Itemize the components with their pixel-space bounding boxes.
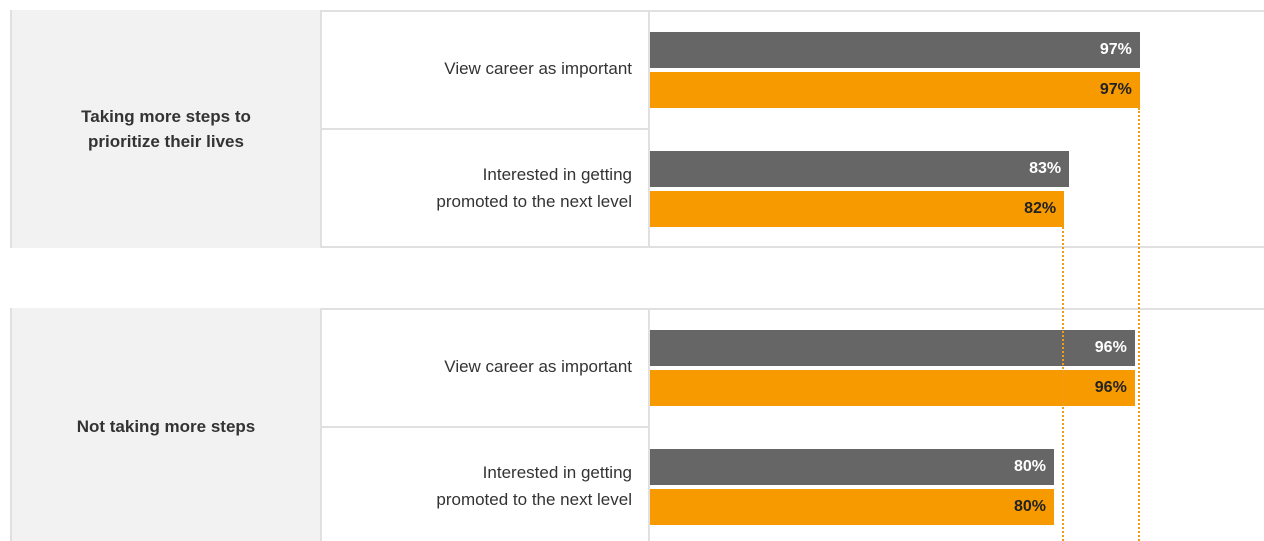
bar: 96% — [650, 370, 1135, 406]
value-label: 80% — [1013, 458, 1046, 475]
row-divider — [322, 128, 650, 130]
bar-area — [648, 308, 650, 541]
reference-line — [1137, 108, 1140, 541]
reference-line — [1062, 227, 1065, 541]
panel — [10, 308, 1264, 541]
panel — [10, 10, 1264, 248]
category-label: Interested in getting promoted to the ne… — [436, 165, 632, 211]
row-divider — [322, 426, 650, 428]
category-label: Interested in getting promoted to the ne… — [436, 463, 632, 509]
value-label: 96% — [1094, 339, 1127, 356]
value-label: 82% — [1024, 200, 1057, 217]
bar: 97% — [650, 72, 1140, 108]
value-label: 96% — [1094, 379, 1127, 396]
value-label: 97% — [1099, 41, 1132, 58]
value-label: 80% — [1013, 498, 1046, 515]
bar: 96% — [650, 330, 1135, 366]
bar: 97% — [650, 32, 1140, 68]
group-label: Taking more steps to prioritize their li… — [10, 10, 322, 248]
bar: 83% — [650, 151, 1070, 187]
value-label: 83% — [1029, 160, 1062, 177]
group-label: Not taking more steps — [10, 308, 322, 541]
category-label: View career as important — [444, 357, 632, 377]
bar: 80% — [650, 449, 1054, 485]
bar: 82% — [650, 191, 1065, 227]
category-label: View career as important — [444, 59, 632, 79]
bar: 80% — [650, 489, 1054, 525]
value-label: 97% — [1099, 81, 1132, 98]
